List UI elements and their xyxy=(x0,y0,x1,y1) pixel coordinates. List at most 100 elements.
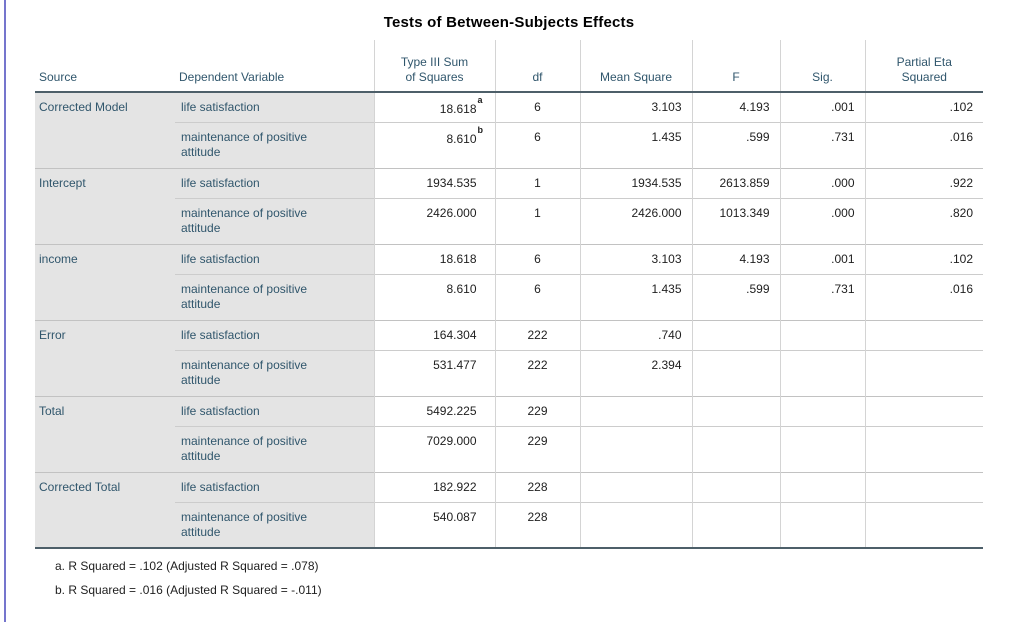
value-cell: 531.477 xyxy=(373,349,495,396)
value-cell: 6 xyxy=(494,273,580,320)
value-cell: .922 xyxy=(864,167,983,198)
value-cell xyxy=(864,471,983,502)
dependent-variable-cell: maintenance of positive attitude xyxy=(175,349,374,396)
value-cell xyxy=(691,395,780,426)
value-cell xyxy=(779,349,865,396)
source-cell: Corrected Model xyxy=(35,92,175,168)
value-cell xyxy=(864,349,983,396)
value-cell: 182.922 xyxy=(373,471,495,502)
table-footnotes: a. R Squared = .102 (Adjusted R Squared … xyxy=(55,559,983,597)
source-cell: Intercept xyxy=(35,167,175,244)
value-cell: 1934.535 xyxy=(579,167,692,198)
value-cell: .599 xyxy=(691,273,780,320)
value-cell: 8.610 xyxy=(373,273,495,320)
value-cell: .000 xyxy=(779,197,865,244)
value-cell: .599 xyxy=(691,121,780,168)
value-cell xyxy=(779,395,865,426)
table-row: maintenance of positive attitude 8.610 6… xyxy=(35,273,983,320)
value-cell: 6 xyxy=(494,92,580,122)
table-row: Corrected Model life satisfaction 18.618… xyxy=(35,92,983,168)
dependent-variable-cell: maintenance of positive attitude xyxy=(175,273,374,320)
column-header-sig: Sig. xyxy=(779,40,865,93)
value-cell: .820 xyxy=(864,197,983,244)
value-cell: 1.435 xyxy=(579,121,692,168)
value-cell: 5492.225 xyxy=(373,395,495,426)
column-header-f: F xyxy=(691,40,780,93)
value-cell xyxy=(691,425,780,472)
value-cell xyxy=(779,471,865,502)
value-cell xyxy=(779,425,865,472)
value-cell xyxy=(864,395,983,426)
value-cell: 228 xyxy=(494,471,580,502)
table-row: maintenance of positive attitude 8.610b … xyxy=(35,121,983,168)
value-cell xyxy=(579,425,692,472)
footnote-b: b. R Squared = .016 (Adjusted R Squared … xyxy=(55,583,322,597)
value-cell: 8.610b xyxy=(373,121,495,168)
value-cell: 7029.000 xyxy=(373,425,495,472)
viewer-pane-border xyxy=(4,0,6,622)
value-cell: 1 xyxy=(494,197,580,244)
value-cell: 18.618a xyxy=(373,92,495,122)
source-cell: Total xyxy=(35,395,175,472)
value-cell: 2426.000 xyxy=(373,197,495,244)
header-row: Source Dependent Variable Type III Sum o… xyxy=(35,40,983,93)
table-row: maintenance of positive attitude 531.477… xyxy=(35,349,983,396)
value-cell: 2426.000 xyxy=(579,197,692,244)
value-cell: 229 xyxy=(494,425,580,472)
table-row: maintenance of positive attitude 7029.00… xyxy=(35,425,983,472)
value-cell xyxy=(864,501,983,548)
table-row: Intercept life satisfaction 1934.535 1 1… xyxy=(35,167,983,244)
value-cell: .001 xyxy=(779,92,865,122)
dependent-variable-cell: maintenance of positive attitude xyxy=(175,425,374,472)
value-cell: 2613.859 xyxy=(691,167,780,198)
value-cell: 1013.349 xyxy=(691,197,780,244)
source-cell: Corrected Total xyxy=(35,471,175,548)
value-cell xyxy=(779,319,865,350)
value-cell xyxy=(579,471,692,502)
value-cell: 164.304 xyxy=(373,319,495,350)
value-cell: .016 xyxy=(864,121,983,168)
value-cell: 1934.535 xyxy=(373,167,495,198)
column-header-df: df xyxy=(494,40,580,93)
table-row: income life satisfaction 18.618 6 3.103 … xyxy=(35,243,983,320)
spss-output-content: Tests of Between-Subjects Effects Source… xyxy=(35,0,983,607)
value-cell xyxy=(691,501,780,548)
dependent-variable-cell: life satisfaction xyxy=(175,395,374,426)
value-cell: .731 xyxy=(779,273,865,320)
value-cell xyxy=(691,319,780,350)
value-cell: 3.103 xyxy=(579,92,692,122)
footnote-a: a. R Squared = .102 (Adjusted R Squared … xyxy=(55,559,319,573)
table-row: Corrected Total life satisfaction 182.92… xyxy=(35,471,983,548)
table-row: Total life satisfaction 5492.225 229 xyxy=(35,395,983,472)
dependent-variable-cell: maintenance of positive attitude xyxy=(175,197,374,244)
value-cell: 222 xyxy=(494,319,580,350)
value-cell: .731 xyxy=(779,121,865,168)
dependent-variable-cell: life satisfaction xyxy=(175,471,374,502)
dependent-variable-cell: maintenance of positive attitude xyxy=(175,121,374,168)
value-cell xyxy=(864,425,983,472)
dependent-variable-cell: life satisfaction xyxy=(175,319,374,350)
table-row: maintenance of positive attitude 2426.00… xyxy=(35,197,983,244)
value-cell: .016 xyxy=(864,273,983,320)
value-cell: 18.618 xyxy=(373,243,495,274)
table-row: Error life satisfaction 164.304 222 .740 xyxy=(35,319,983,396)
value-cell xyxy=(864,319,983,350)
source-cell: income xyxy=(35,243,175,320)
value-cell: 229 xyxy=(494,395,580,426)
value-cell: 1 xyxy=(494,167,580,198)
value-cell xyxy=(691,349,780,396)
value-cell: .740 xyxy=(579,319,692,350)
value-cell: 222 xyxy=(494,349,580,396)
value-cell: 6 xyxy=(494,243,580,274)
value-cell xyxy=(691,471,780,502)
value-cell: 3.103 xyxy=(579,243,692,274)
column-header-dependent-variable: Dependent Variable xyxy=(175,40,374,93)
value-cell: 2.394 xyxy=(579,349,692,396)
column-header-mean-square: Mean Square xyxy=(579,40,692,93)
dependent-variable-cell: life satisfaction xyxy=(175,243,374,274)
value-cell: 1.435 xyxy=(579,273,692,320)
value-cell: 4.193 xyxy=(691,92,780,122)
value-cell: 4.193 xyxy=(691,243,780,274)
value-cell: .001 xyxy=(779,243,865,274)
value-cell: .000 xyxy=(779,167,865,198)
